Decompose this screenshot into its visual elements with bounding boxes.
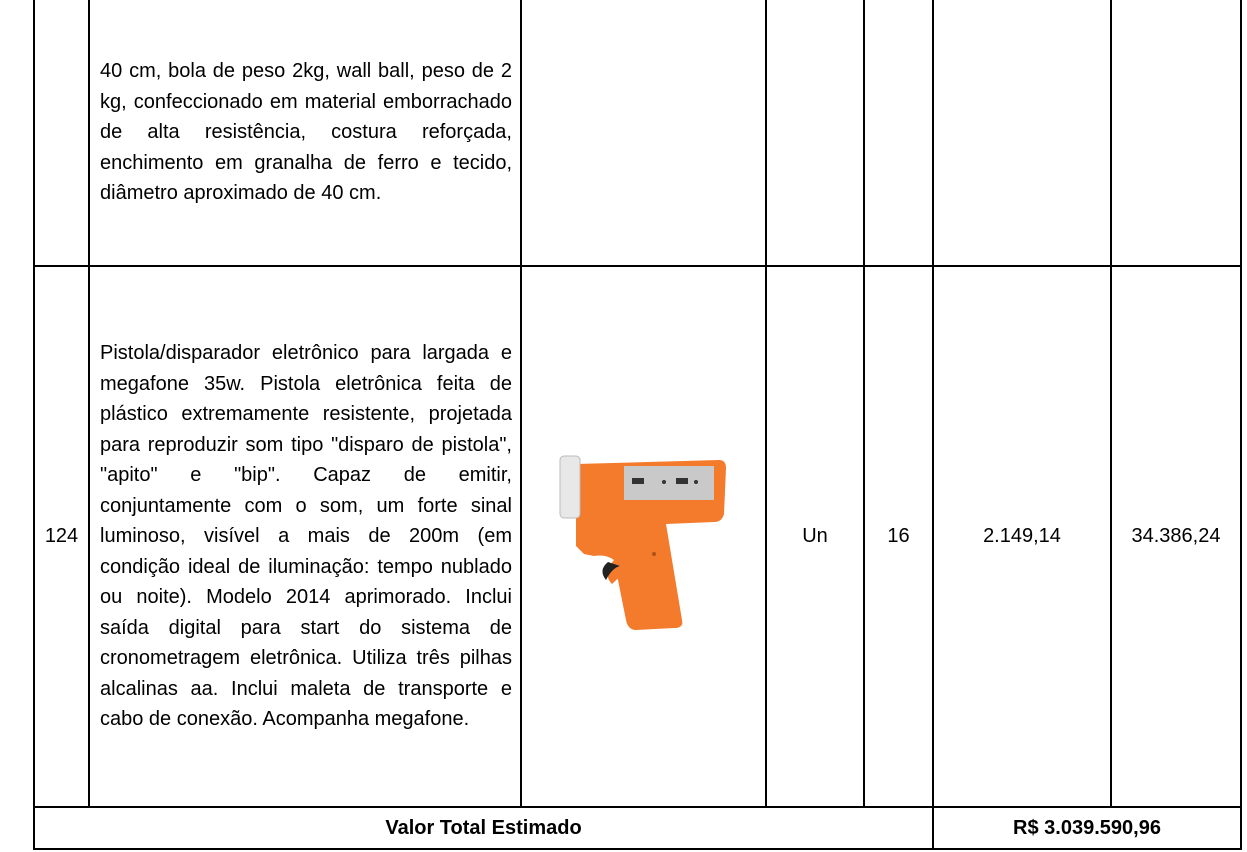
description-cell: 40 cm, bola de peso 2kg, wall ball, peso… (88, 0, 522, 267)
unit-price-cell (932, 0, 1112, 267)
unit-cell: Un (765, 265, 865, 808)
total-cell: 34.386,24 (1110, 265, 1242, 808)
unit-price-cell: 2.149,14 (932, 265, 1112, 808)
footer-label: Valor Total Estimado (33, 806, 934, 850)
table-row: 40 cm, bola de peso 2kg, wall ball, peso… (33, 0, 1242, 267)
price-table: 40 cm, bola de peso 2kg, wall ball, peso… (33, 0, 1242, 850)
table-body: 40 cm, bola de peso 2kg, wall ball, peso… (33, 0, 1242, 850)
total-cell (1110, 0, 1242, 267)
item-cell: 124 (33, 265, 90, 808)
pistol-image (559, 455, 726, 630)
item-cell (33, 0, 90, 267)
image-cell (520, 0, 767, 267)
unit-cell (765, 0, 865, 267)
table-row: 124 Pistola/disparador eletrônico para la… (33, 265, 1242, 808)
quantity-cell: 16 (863, 265, 934, 808)
footer-value: R$ 3.039.590,96 (932, 806, 1242, 850)
description-cell: Pistola/disparador eletrônico para larga… (88, 265, 522, 808)
quantity-cell (863, 0, 934, 267)
footer-row: Valor Total Estimado R$ 3.039.590,96 (33, 806, 1242, 850)
image-cell (520, 265, 767, 808)
